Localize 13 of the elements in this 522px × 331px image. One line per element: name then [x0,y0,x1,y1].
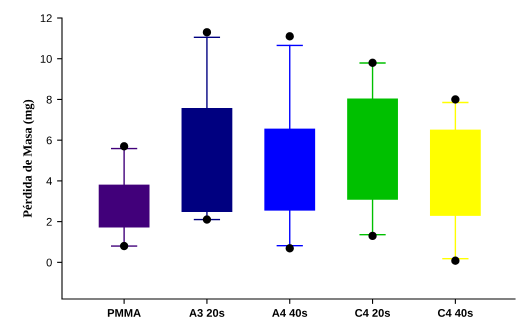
y-tick-label: 2 [46,218,52,226]
x-tick-label: A4 40s [272,309,308,317]
x-tick-label: A3 20s [189,309,224,317]
y-tick-label: 12 [40,14,52,22]
y-tick-label: 4 [46,177,52,185]
y-tick-label: 8 [46,96,52,104]
x-tick-label: C4 20s [355,309,390,317]
x-tick-label: C4 40s [438,309,473,317]
y-axis-title: Pérdida de Masa (mg) [22,100,34,218]
y-tick-label: 0 [46,258,52,266]
y-tick-label: 10 [40,54,52,63]
y-tick-label: 6 [46,136,52,144]
x-tick-label: PMMA [108,309,141,317]
